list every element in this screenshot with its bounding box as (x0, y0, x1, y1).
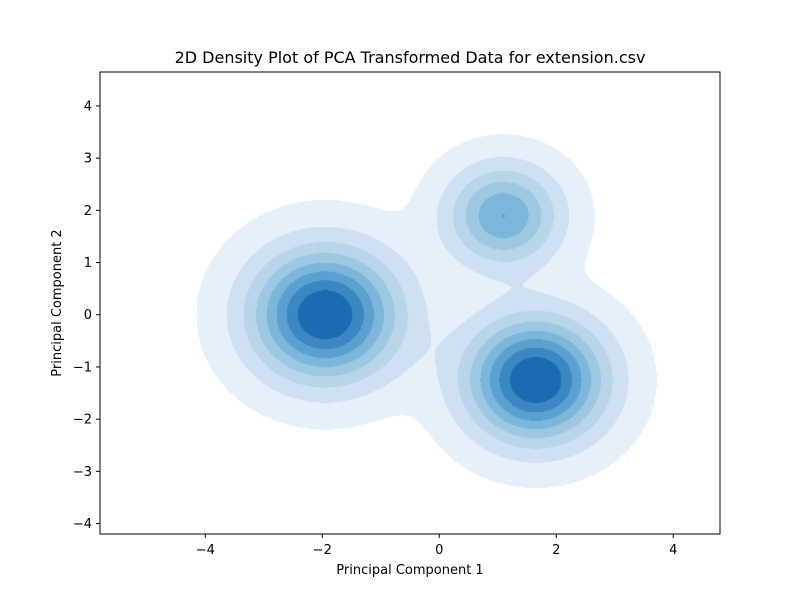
x-tick-label: 4 (669, 543, 677, 558)
y-tick-label: 3 (84, 152, 92, 167)
x-axis: −4 −2 0 2 4 (196, 534, 677, 558)
y-tick-label: −2 (73, 413, 92, 428)
y-tick-label: 2 (84, 204, 92, 219)
x-tick-label: −2 (313, 543, 332, 558)
y-tick-label: 4 (84, 99, 92, 114)
y-tick-label: 0 (84, 308, 92, 323)
x-tick-label: 0 (435, 543, 443, 558)
density-contours (100, 72, 720, 534)
chart-title: 2D Density Plot of PCA Transformed Data … (175, 48, 646, 67)
plot-area (99, 71, 721, 535)
x-tick-label: −4 (196, 543, 215, 558)
x-tick-label: 2 (552, 543, 560, 558)
y-tick-label: −4 (73, 517, 92, 532)
y-axis-label: Principal Component 2 (50, 229, 65, 376)
x-axis-label: Principal Component 1 (336, 563, 483, 578)
y-tick-label: −3 (73, 465, 92, 480)
plot-frame (99, 71, 721, 535)
y-tick-label: −1 (73, 360, 92, 375)
y-tick-label: 1 (84, 256, 92, 271)
y-axis: −4 −3 −2 −1 0 1 2 3 4 (73, 99, 100, 532)
